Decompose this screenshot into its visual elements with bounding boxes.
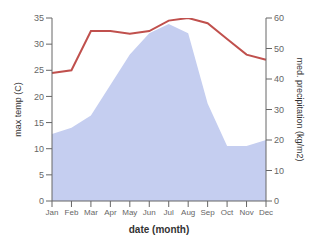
svg-text:35: 35 [34,13,44,23]
svg-text:40: 40 [274,74,284,84]
svg-text:20: 20 [274,135,284,145]
svg-text:10: 10 [34,144,44,154]
svg-text:May: May [122,208,137,217]
svg-text:25: 25 [34,65,44,75]
svg-text:Nov: Nov [239,208,253,217]
svg-text:10: 10 [274,166,284,176]
svg-text:30: 30 [274,105,284,115]
svg-text:Sep: Sep [201,208,216,217]
svg-text:0: 0 [274,196,279,206]
svg-text:date (month): date (month) [129,224,190,235]
svg-text:30: 30 [34,39,44,49]
svg-text:Jan: Jan [46,208,59,217]
svg-text:Dec: Dec [259,208,273,217]
svg-text:60: 60 [274,13,284,23]
svg-text:15: 15 [34,118,44,128]
svg-text:Apr: Apr [104,208,117,217]
svg-text:Jun: Jun [143,208,156,217]
svg-text:20: 20 [34,92,44,102]
svg-text:5: 5 [39,170,44,180]
svg-text:50: 50 [274,44,284,54]
svg-text:Mar: Mar [84,208,98,217]
svg-text:Oct: Oct [221,208,234,217]
svg-text:0: 0 [39,196,44,206]
svg-text:max temp (C): max temp (C) [13,82,23,137]
svg-text:Jul: Jul [164,208,174,217]
svg-text:Aug: Aug [181,208,195,217]
svg-text:med. precipitation (kg/m2): med. precipitation (kg/m2) [295,57,305,161]
svg-text:Feb: Feb [65,208,79,217]
